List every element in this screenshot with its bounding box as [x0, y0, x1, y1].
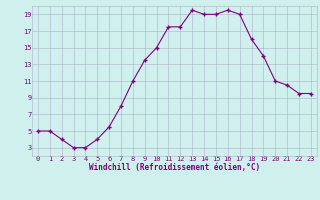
X-axis label: Windchill (Refroidissement éolien,°C): Windchill (Refroidissement éolien,°C)	[89, 163, 260, 172]
